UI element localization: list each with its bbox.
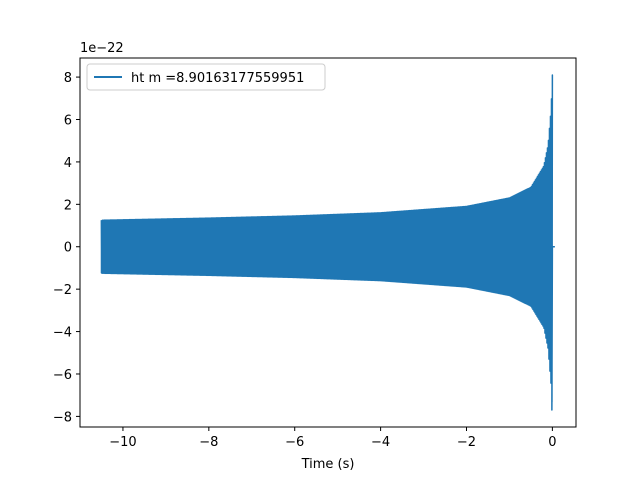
y-tick-label: 0 [64, 241, 72, 256]
x-tick-label: −8 [199, 435, 218, 450]
y-tick-label: 6 [64, 114, 72, 129]
y-tick-label: −8 [53, 410, 72, 425]
legend: ht m =8.90163177559951 [86, 63, 326, 91]
x-tick-label: −4 [371, 435, 390, 450]
y-tick-label: 8 [64, 71, 72, 86]
legend-label: ht m =8.90163177559951 [131, 71, 304, 86]
x-tick-label: −10 [109, 435, 136, 450]
x-tick-label: −2 [457, 435, 476, 450]
legend-box [86, 63, 326, 91]
x-axis: −10 −8 −6 −4 −2 0 [109, 427, 557, 450]
series-line-ht [100, 74, 555, 411]
y-tick-label: −4 [53, 326, 72, 341]
y-tick-label: −2 [53, 283, 72, 298]
plot-area [100, 74, 555, 411]
x-tick-label: 0 [548, 435, 556, 450]
y-axis: −8 −6 −4 −2 0 2 4 6 8 [53, 71, 80, 425]
y-tick-label: 2 [64, 198, 72, 213]
y-offset-label: 1e−22 [80, 41, 124, 56]
axes-frame [79, 57, 577, 428]
x-axis-label: Time (s) [301, 457, 355, 472]
x-tick-label: −6 [285, 435, 304, 450]
y-tick-label: 4 [64, 156, 72, 171]
y-tick-label: −6 [53, 368, 72, 383]
